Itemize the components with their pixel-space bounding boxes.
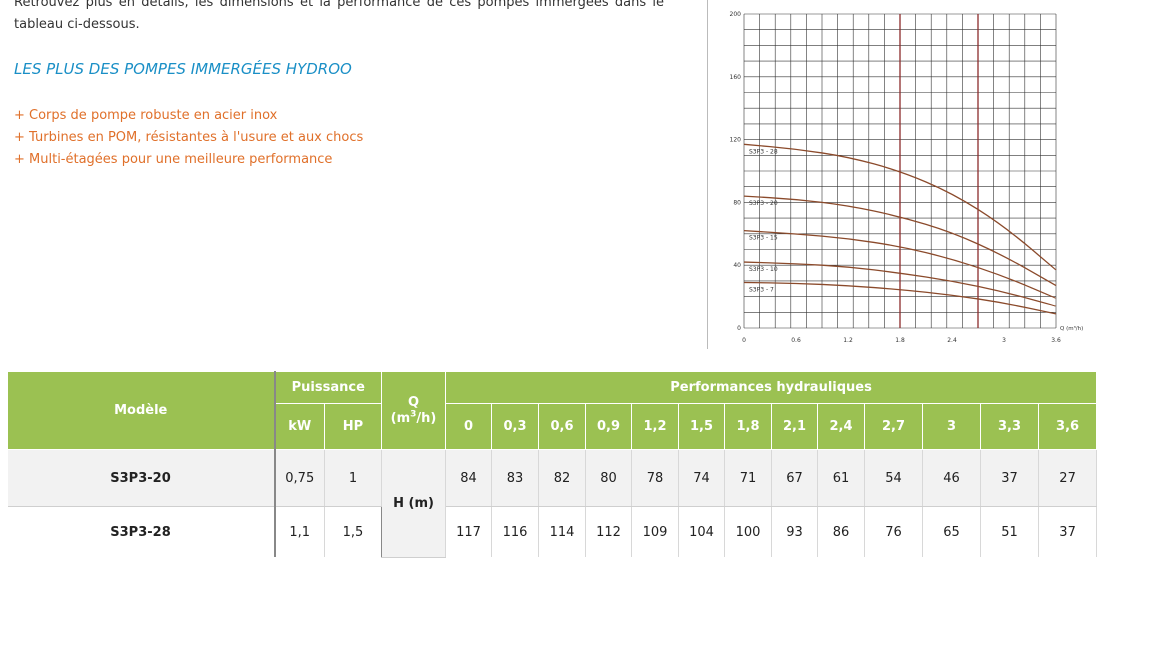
hp-cell: 1,5	[324, 506, 383, 557]
kw-cell: 0,75	[273, 449, 325, 507]
y-tick-label: 160	[730, 74, 742, 81]
h-value-cell: 116	[491, 506, 540, 557]
kw-cell: 1,1	[273, 506, 325, 557]
h-value-cell: 46	[922, 449, 982, 507]
series-label: S3P3 - 28	[749, 148, 778, 155]
header-q-unit: (m3/h)	[390, 409, 437, 427]
y-tick-label: 200	[730, 11, 742, 18]
x-axis-label: Q (m³/h)	[1060, 325, 1083, 332]
header-puissance: Puissance	[273, 371, 383, 404]
h-value-cell: 27	[1038, 449, 1098, 507]
column-divider	[707, 0, 708, 349]
h-value-cell: 109	[631, 506, 680, 557]
h-value-cell: 80	[585, 449, 633, 507]
series-label: S3P3 - 7	[749, 286, 774, 293]
performance-chart-svg: 0 40 80 120 160 200 0 0.6 1.2 1.8 2.4 3 3.6 Q (m³/h) S…	[730, 11, 1084, 344]
x-tick-label: 1.2	[843, 337, 853, 344]
h-value-cell: 51	[980, 506, 1040, 557]
y-tick-label: 80	[733, 199, 741, 206]
model-cell: S3P3-20	[7, 449, 275, 507]
h-unit-cell: H (m)	[381, 449, 447, 558]
h-value-cell: 37	[1038, 506, 1098, 557]
hp-cell: 1	[324, 449, 383, 507]
x-tick-label: 0.6	[791, 337, 801, 344]
h-value-cell: 84	[445, 449, 493, 507]
plus-title: LES PLUS DES POMPES IMMERGÉES HYDROO	[14, 60, 352, 78]
h-value-cell: 114	[538, 506, 587, 557]
header-q-value: 0	[445, 403, 493, 450]
h-value-cell: 117	[445, 506, 493, 557]
header-q-value: 1,5	[678, 403, 726, 450]
header-q-value: 2,7	[864, 403, 924, 450]
h-value-cell: 65	[922, 506, 982, 557]
series-curve	[743, 230, 1057, 299]
plus-item: + Corps de pompe robuste en acier inox	[14, 108, 278, 123]
series-label: S3P3 - 10	[749, 266, 778, 273]
header-q-value: 2,4	[817, 403, 866, 450]
performance-chart: 0 40 80 120 160 200 0 0.6 1.2 1.8 2.4 3 3.6 Q (m³/h) S…	[706, 0, 1106, 350]
series-label: S3P3 - 20	[749, 200, 778, 207]
model-cell: S3P3-28	[7, 506, 275, 557]
h-value-cell: 104	[678, 506, 726, 557]
h-value-cell: 74	[678, 449, 726, 507]
h-value-cell: 78	[631, 449, 680, 507]
header-model: Modèle	[7, 371, 275, 450]
header-q-value: 1,2	[631, 403, 680, 450]
plus-list: + Corps de pompe robuste en acier inox +…	[14, 105, 363, 171]
header-q-value: 0,3	[491, 403, 540, 450]
h-value-cell: 71	[724, 449, 773, 507]
performance-table: Modèle Puissance Q (m3/h) Performances h…	[7, 371, 1098, 558]
header-kw: kW	[273, 403, 325, 450]
x-tick-label: 0	[742, 337, 746, 344]
header-q: Q (m3/h)	[381, 371, 447, 450]
table-row: S3P3-28 1,1 1,5 117 116 114 112 109 104 100 93 86 76…	[7, 506, 1098, 557]
header-hp: HP	[323, 403, 383, 450]
series-curve	[743, 143, 1057, 271]
y-tick-label: 40	[733, 262, 741, 269]
header-q-value: 0,9	[585, 403, 633, 450]
h-value-cell: 61	[817, 449, 866, 507]
h-value-cell: 100	[724, 506, 773, 557]
plus-item: + Multi-étagées pour une meilleure perfo…	[14, 152, 333, 167]
plus-item: + Turbines en POM, résistantes à l'usure…	[14, 130, 364, 145]
series-curve	[743, 195, 1057, 287]
header-q-value: 3	[922, 403, 982, 450]
h-value-cell: 86	[817, 506, 866, 557]
header-performances: Performances hydrauliques	[445, 371, 1098, 404]
table-row: S3P3-20 0,75 1 H (m) 84 83 82 80 78 74 71 67 61 54 46 3…	[7, 449, 1098, 558]
header-q-value: 3,6	[1038, 403, 1098, 450]
series-label: S3P3 - 15	[749, 235, 778, 242]
header-q-value: 1,8	[724, 403, 773, 450]
h-value-cell: 76	[864, 506, 924, 557]
y-tick-label: 120	[730, 137, 742, 144]
h-value-cell: 54	[864, 449, 924, 507]
x-tick-label: 1.8	[895, 337, 905, 344]
h-value-cell: 67	[771, 449, 819, 507]
x-tick-label: 3.6	[1051, 337, 1061, 344]
header-q-value: 3,3	[980, 403, 1040, 450]
header-q-value: 0,6	[538, 403, 587, 450]
intro-paragraph: Retrouvez plus en détails, les dimension…	[14, 0, 664, 32]
h-value-cell: 112	[585, 506, 633, 557]
header-q-label: Q	[407, 394, 420, 410]
x-tick-label: 3	[1002, 337, 1006, 344]
h-value-cell: 83	[491, 449, 540, 507]
h-value-cell: 82	[538, 449, 587, 507]
series-curve	[743, 281, 1057, 315]
h-value-cell: 93	[771, 506, 819, 557]
y-tick-label: 0	[737, 325, 741, 332]
h-value-cell: 37	[980, 449, 1040, 507]
header-q-value: 2,1	[771, 403, 819, 450]
x-tick-label: 2.4	[947, 337, 957, 344]
series-curve	[743, 261, 1057, 307]
